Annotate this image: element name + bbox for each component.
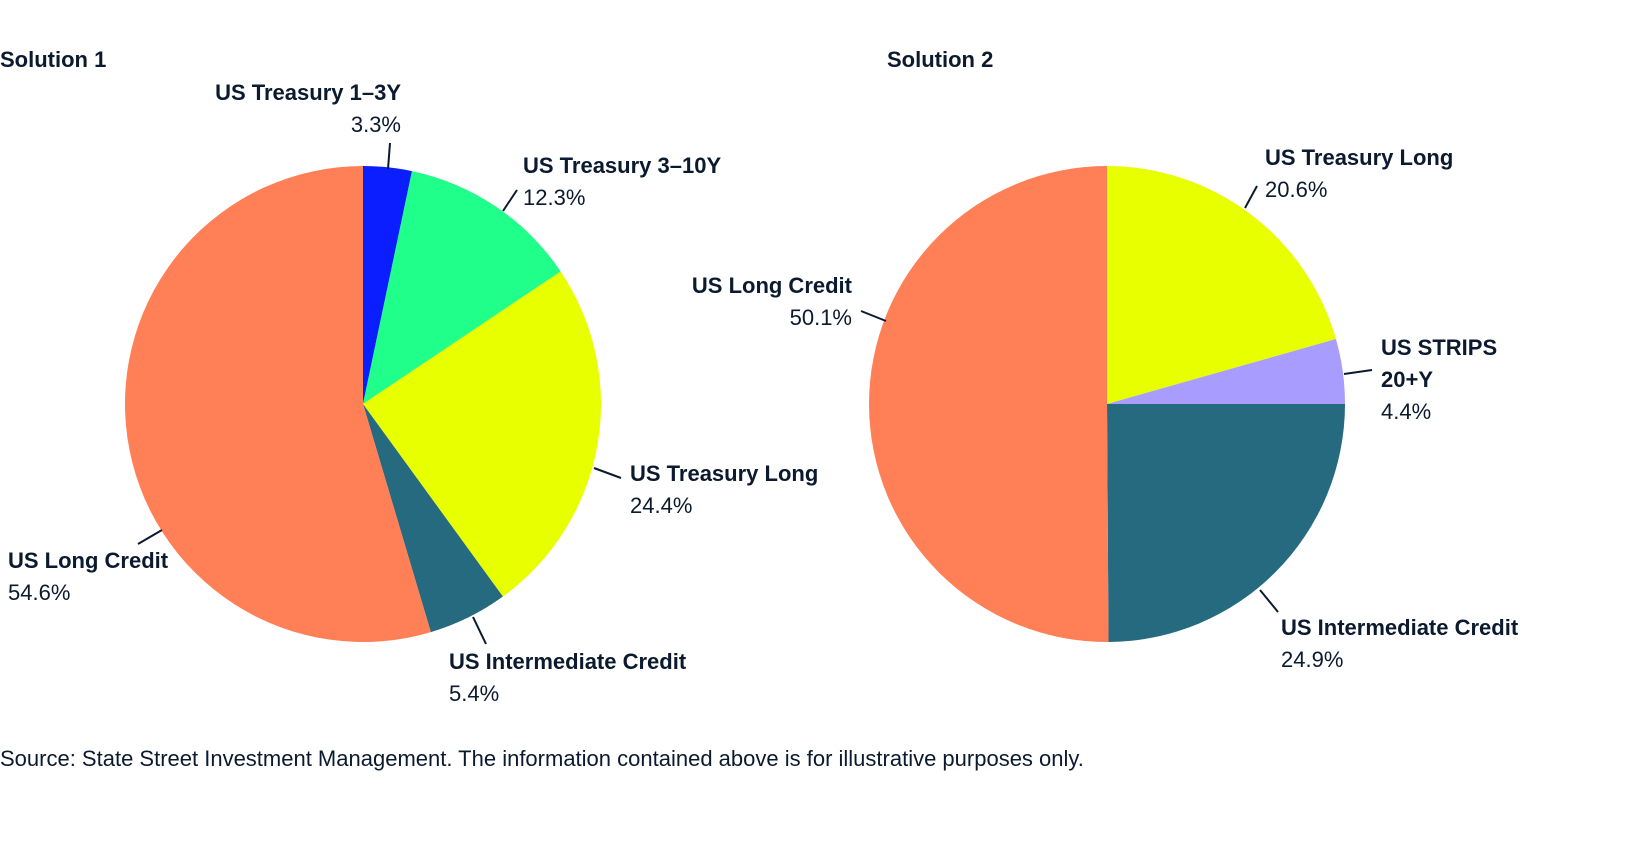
chart-title-2: Solution 2 (887, 47, 994, 72)
slice-label: US Treasury Long 20.6% (1265, 145, 1454, 202)
pie-solution-1 (125, 166, 601, 642)
pie-slice (1107, 404, 1346, 642)
leader-line (502, 189, 518, 212)
leader-line (1244, 185, 1258, 209)
pie-solution-2 (869, 166, 1346, 642)
leader-line (593, 467, 622, 479)
source-note: Source: State Street Investment Manageme… (0, 746, 1084, 771)
slice-label: US Intermediate Credit 24.9% (1281, 615, 1519, 672)
slice-label: US Long Credit 50.1% (691, 273, 852, 330)
slice-label: US STRIPS 20+Y 4.4% (1381, 335, 1498, 424)
leader-line (387, 142, 391, 170)
pie-slice (363, 404, 503, 633)
pie-slice (1107, 166, 1336, 404)
pie-slice (125, 166, 431, 642)
pie-slice (1107, 339, 1345, 404)
slice-label: US Treasury 1–3Y 3.3% (215, 80, 401, 137)
pie-slice (363, 171, 561, 404)
pie-slice (363, 166, 412, 404)
leader-lines (137, 142, 1373, 645)
leader-line (137, 529, 163, 545)
slice-label: US Intermediate Credit 5.4% (449, 649, 687, 706)
slice-label: US Long Credit 54.6% (8, 548, 169, 605)
chart-title-1: Solution 1 (0, 47, 107, 72)
pie-slice (363, 271, 601, 597)
leader-line (1259, 589, 1279, 613)
leader-line (472, 616, 487, 645)
leader-line (860, 310, 887, 322)
leader-line (1343, 369, 1373, 375)
slice-label: US Treasury Long 24.4% (630, 461, 819, 518)
slice-label: US Treasury 3–10Y 12.3% (523, 153, 722, 210)
pie-slice (869, 166, 1109, 642)
